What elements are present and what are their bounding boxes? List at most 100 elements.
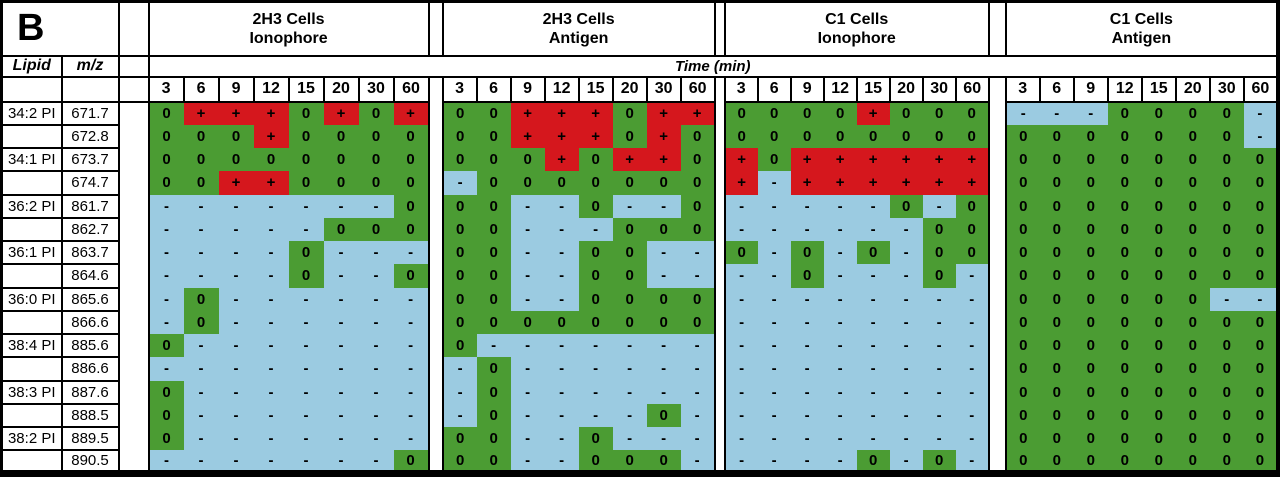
heatmap-cell: 0	[1175, 264, 1210, 288]
heatmap-cell: +	[218, 171, 254, 195]
heatmap-cell: -	[441, 380, 477, 404]
heatmap-cell: -	[889, 450, 923, 474]
panel-title-line1: C1 Cells	[1109, 10, 1173, 28]
heatmap-cell: -	[441, 403, 477, 427]
heatmap-cell: -	[510, 217, 545, 241]
heatmap-cell: -	[723, 264, 758, 288]
heatmap-cell: -	[612, 403, 647, 427]
lipid-label: 34:2 PI	[0, 100, 63, 126]
heatmap-cell: -	[253, 450, 289, 474]
panel-gap	[988, 194, 1006, 218]
heatmap-cell: 0	[680, 194, 716, 218]
heatmap-cell: 0	[955, 124, 990, 148]
heatmap-cell: 0	[856, 241, 890, 265]
heatmap-cell: 0	[393, 264, 430, 288]
heatmap-cell: 0	[1039, 380, 1074, 404]
panel-gap	[428, 101, 443, 125]
heatmap-cell: -	[955, 427, 990, 451]
time-tick: 15	[577, 75, 614, 103]
heatmap-cell: 0	[922, 264, 956, 288]
heatmap-cell: 0	[393, 194, 430, 218]
heatmap-cell: -	[218, 380, 254, 404]
heatmap-cell: +	[856, 148, 890, 172]
heatmap-cell: -	[856, 403, 890, 427]
heatmap-cell: 0	[1209, 148, 1244, 172]
heatmap-cell: -	[646, 357, 681, 381]
heatmap-cell: 0	[1073, 217, 1108, 241]
heatmap-cell: -	[544, 217, 579, 241]
heatmap-cell: 0	[680, 217, 716, 241]
heatmap-cell: 0	[1107, 287, 1142, 311]
heatmap-cell: -	[393, 310, 430, 334]
heatmap-cell: +	[544, 124, 579, 148]
heatmap-cell: -	[612, 194, 647, 218]
panel-gap	[714, 310, 725, 334]
heatmap-cell: 0	[1243, 310, 1280, 334]
heatmap-cell: 0	[578, 287, 613, 311]
heatmap-cell: 0	[510, 310, 545, 334]
heatmap-cell: -	[510, 194, 545, 218]
panel-gap	[714, 357, 725, 381]
heatmap-cell: 0	[1175, 171, 1210, 195]
heatmap-cell: 0	[358, 124, 394, 148]
heatmap-cell: +	[253, 124, 289, 148]
heatmap-cell: -	[680, 403, 716, 427]
heatmap-cell: 0	[790, 101, 824, 125]
heatmap-cell: -	[646, 427, 681, 451]
heatmap-cell: 0	[1209, 403, 1244, 427]
time-tick: 30	[921, 75, 957, 103]
panel-gap	[714, 264, 725, 288]
heatmap-cell: -	[955, 334, 990, 358]
heatmap-cell: 0	[1175, 287, 1210, 311]
time-tick: 6	[182, 75, 220, 103]
heatmap-cell: -	[723, 217, 758, 241]
heatmap-cell: 0	[393, 148, 430, 172]
heatmap-cell: +	[790, 148, 824, 172]
heatmap-cell: -	[723, 357, 758, 381]
heatmap-cell: -	[1243, 101, 1280, 125]
heatmap-cell: -	[790, 310, 824, 334]
heatmap-cell: -	[823, 450, 857, 474]
heatmap-cell: -	[757, 380, 791, 404]
heatmap-cell: -	[823, 357, 857, 381]
panel-gap	[714, 287, 725, 311]
heatmap-cell: -	[183, 241, 219, 265]
heatmap-cell: 0	[680, 287, 716, 311]
heatmap-cell: -	[1243, 287, 1280, 311]
heatmap-cell: -	[955, 310, 990, 334]
heatmap-cell: 0	[612, 171, 647, 195]
heatmap-cell: -	[757, 450, 791, 474]
heatmap-cell: 0	[288, 264, 324, 288]
panel-gap	[428, 380, 443, 404]
panel-gap	[428, 217, 443, 241]
panel-gap	[988, 124, 1006, 148]
heatmap-cell: -	[922, 310, 956, 334]
heatmap-cell: 0	[757, 101, 791, 125]
heatmap-cell: 0	[441, 287, 477, 311]
heatmap-cell: 0	[955, 217, 990, 241]
heatmap-cell: 0	[358, 217, 394, 241]
heatmap-cell: 0	[147, 101, 184, 125]
time-tick: 6	[756, 75, 792, 103]
heatmap-cell: -	[393, 334, 430, 358]
heatmap-cell: 0	[1039, 427, 1074, 451]
time-tick: 6	[1038, 75, 1075, 103]
lipid-label	[0, 170, 63, 196]
lipid-row: 674.7 0 0 + +0 0 0 0-0 0 0 0 0 0 0 + - + + + + + +0 0 0 0 0 0 0 0	[0, 170, 1280, 196]
heatmap-cell: -	[612, 334, 647, 358]
heatmap-cell: -	[183, 357, 219, 381]
heatmap-cell: -	[218, 310, 254, 334]
panel-title-line1: C1 Cells	[825, 10, 889, 28]
heatmap-cell: -	[823, 427, 857, 451]
heatmap-cell: 0	[790, 241, 824, 265]
panel-gap	[714, 450, 725, 474]
heatmap-cell: 0	[441, 217, 477, 241]
heatmap-cell: 0	[1039, 287, 1074, 311]
heatmap-cell: -	[646, 380, 681, 404]
heatmap-cell: 0	[1107, 194, 1142, 218]
heatmap-cell: -	[183, 194, 219, 218]
heatmap-cell: 0	[1004, 124, 1040, 148]
heatmap-cell: 0	[510, 148, 545, 172]
heatmap-cell: 0	[1141, 241, 1176, 265]
heatmap-cell: -	[612, 357, 647, 381]
